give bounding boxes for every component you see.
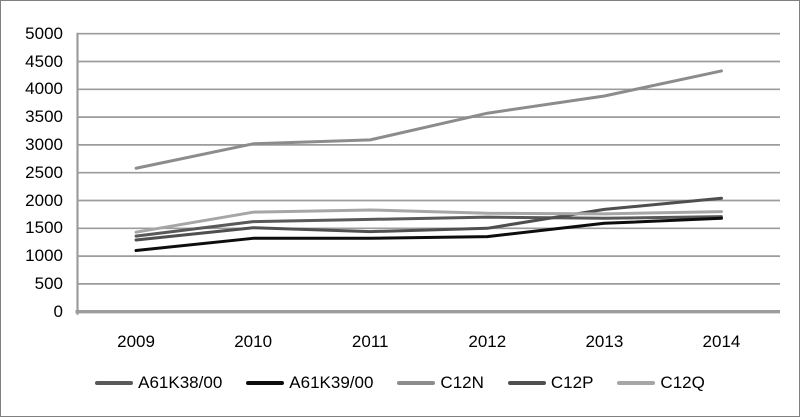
y-tick-label-5000: 5000 [25,23,63,43]
legend-item-c12p: C12P [507,373,594,393]
series-line-c12n [134,69,723,170]
legend-line-swatch-icon [617,381,656,385]
legend-label: A61K39/00 [289,373,374,392]
legend-label: C12Q [660,373,705,392]
legend-line-swatch-icon [95,381,134,385]
y-tick-label-4500: 4500 [25,51,63,71]
x-tick-label-2012: 2012 [468,332,507,351]
legend-line-swatch-icon [397,381,436,385]
y-tick-label-3500: 3500 [25,107,63,127]
legend: A61K38/00 A61K39/00 C12N C12P C12Q [1,371,799,395]
series-line-c12p [134,196,723,242]
y-tick-label-2500: 2500 [25,162,63,182]
legend-item-c12n: C12N [397,373,484,393]
legend-label: C12N [440,373,484,392]
legend-item-c12q: C12Q [617,373,705,393]
x-tick-label-2011: 2011 [351,332,389,351]
y-tick-label-3000: 3000 [25,134,63,154]
series-line-c12q [134,208,723,234]
series-line-a61k39-00 [134,216,723,253]
y-tick-label-1000: 1000 [25,246,63,266]
legend-item-a61k39-00: A61K39/00 [246,373,373,393]
legend-line-swatch-icon [246,381,285,385]
legend-label: C12P [550,373,594,392]
x-tick-label-2010: 2010 [234,332,273,351]
y-tick-label-1500: 1500 [25,218,63,238]
series-line-a61k38-00 [134,215,723,238]
y-tick-label-0: 0 [53,301,63,321]
x-tick-label-2009: 2009 [117,332,155,351]
y-tick-label-2000: 2000 [25,190,63,210]
axes [75,32,780,315]
legend-line-swatch-icon [507,381,546,385]
x-tick-label-2013: 2013 [585,332,624,351]
series-lines [134,69,723,253]
legend-item-a61k38-00: A61K38/00 [95,373,222,393]
legend-label: A61K38/00 [138,373,223,392]
x-tick-label-2014: 2014 [702,332,741,351]
y-tick-label-4000: 4000 [25,79,63,99]
y-tick-label-500: 500 [34,273,63,293]
